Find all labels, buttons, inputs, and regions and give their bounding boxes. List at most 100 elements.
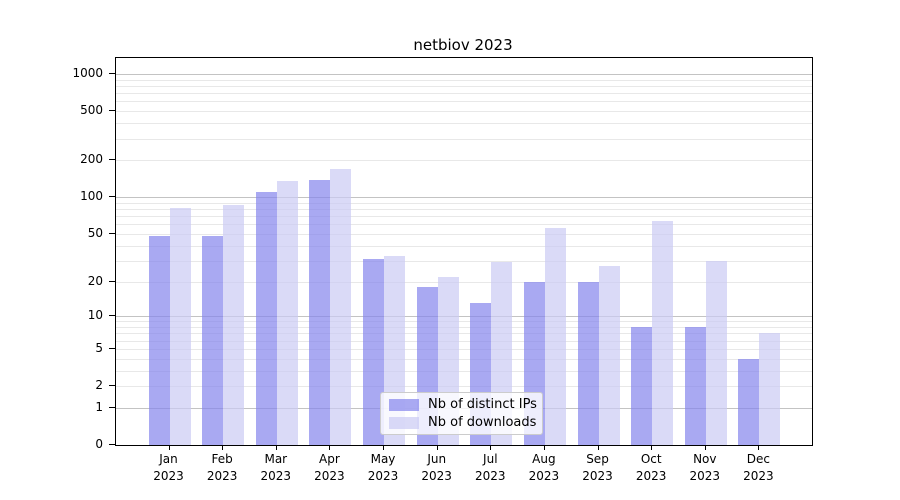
bar-distinct-ips	[577, 281, 599, 445]
x-tick	[329, 445, 331, 450]
gridline-900	[116, 79, 812, 81]
bar-distinct-ips	[309, 179, 331, 445]
gridline-8	[116, 327, 812, 328]
legend-label-distinct-ips: Nb of distinct IPs	[428, 397, 537, 412]
bar-downloads	[598, 266, 620, 445]
x-tick	[543, 445, 545, 450]
y-tick	[109, 73, 115, 74]
gridline-400	[116, 123, 812, 125]
gridline-90	[116, 202, 812, 204]
x-tick	[490, 445, 492, 450]
gridline-1000	[116, 74, 812, 75]
bar-downloads	[652, 220, 674, 445]
y-tick	[109, 315, 115, 317]
bar-distinct-ips	[684, 327, 706, 445]
x-tick	[222, 445, 224, 450]
bar-downloads	[169, 207, 191, 445]
gridline-700	[116, 93, 812, 95]
y-tick-label: 2	[95, 378, 103, 392]
bar-downloads	[705, 260, 727, 445]
y-tick-label: 500	[80, 103, 103, 118]
bar-downloads	[330, 169, 352, 445]
gridline-60	[116, 224, 812, 226]
x-tick-label: Oct 2023	[635, 452, 667, 483]
bar-distinct-ips	[631, 327, 653, 445]
x-tick-label: Jul 2023	[475, 452, 506, 483]
legend-label-downloads: Nb of downloads	[428, 415, 537, 430]
y-tick	[109, 385, 115, 386]
legend-row-distinct-ips: Nb of distinct IPs	[389, 397, 537, 412]
y-tick	[109, 444, 115, 445]
plot-area	[115, 57, 813, 446]
gridline-7	[116, 333, 812, 335]
y-tick-label: 20	[87, 273, 103, 288]
legend-row-downloads: Nb of downloads	[389, 415, 537, 430]
gridline-4	[116, 358, 812, 360]
y-tick	[109, 280, 115, 282]
y-tick-label: 100	[80, 189, 103, 204]
bar-distinct-ips	[738, 358, 760, 445]
x-tick-label: Dec 2023	[743, 452, 774, 483]
x-tick	[758, 445, 760, 450]
y-tick	[109, 159, 115, 161]
gridline-20	[116, 281, 812, 283]
gridline-10	[116, 316, 812, 318]
legend-swatch-downloads	[389, 416, 419, 429]
bar-downloads	[544, 227, 566, 445]
gridline-40	[116, 245, 812, 247]
gridline-800	[116, 86, 812, 87]
gridline-500	[116, 111, 812, 113]
y-tick-label: 5	[95, 340, 103, 355]
x-tick	[436, 445, 438, 450]
y-tick-label: 0	[95, 437, 103, 451]
gridline-200	[116, 160, 812, 162]
bar-distinct-ips	[255, 192, 277, 445]
y-tick	[109, 110, 115, 112]
y-tick	[109, 196, 115, 198]
x-tick-label: Nov 2023	[689, 452, 721, 483]
bar-distinct-ips	[363, 258, 384, 445]
y-tick	[109, 406, 115, 408]
x-tick	[168, 445, 170, 450]
legend: Nb of distinct IPs Nb of downloads	[380, 392, 543, 435]
x-tick	[275, 445, 277, 450]
x-tick	[651, 445, 653, 450]
gridline-100	[116, 197, 812, 199]
gridline-300	[116, 138, 812, 140]
y-tick-label: 1	[95, 399, 103, 414]
gridline-9	[116, 321, 812, 323]
x-tick-label: Jun 2023	[421, 452, 452, 483]
y-tick-label: 50	[87, 225, 103, 240]
y-tick-label: 10	[87, 308, 103, 323]
x-tick	[597, 445, 599, 450]
x-tick-label: Mar 2023	[260, 452, 292, 483]
x-tick-label: Feb 2023	[206, 452, 238, 483]
y-tick-label: 200	[80, 152, 103, 167]
bar-downloads	[759, 333, 781, 445]
bar-downloads	[223, 205, 245, 445]
gridline-600	[116, 101, 812, 103]
gridline-80	[116, 209, 812, 210]
gridline-2	[116, 386, 812, 387]
gridline-70	[116, 216, 812, 218]
x-tick-label: Apr 2023	[314, 452, 345, 483]
bar-downloads	[276, 180, 298, 445]
legend-swatch-distinct-ips	[389, 398, 419, 411]
x-tick-label: Jan 2023	[153, 452, 184, 483]
y-tick	[109, 347, 115, 349]
chart-title: netbiov 2023	[413, 36, 513, 54]
x-tick	[704, 445, 706, 450]
gridline-5	[116, 348, 812, 350]
gridline-6	[116, 340, 812, 342]
gridline-50	[116, 233, 812, 235]
y-tick-label: 1000	[72, 66, 103, 80]
bar-distinct-ips	[202, 236, 224, 445]
x-tick-label: Aug 2023	[528, 452, 560, 483]
gridline-3	[116, 370, 812, 372]
x-tick-label: May 2023	[367, 452, 399, 483]
x-tick	[383, 445, 384, 450]
y-tick	[109, 232, 115, 234]
gridline-30	[116, 260, 812, 262]
x-tick-label: Sep 2023	[582, 452, 613, 483]
